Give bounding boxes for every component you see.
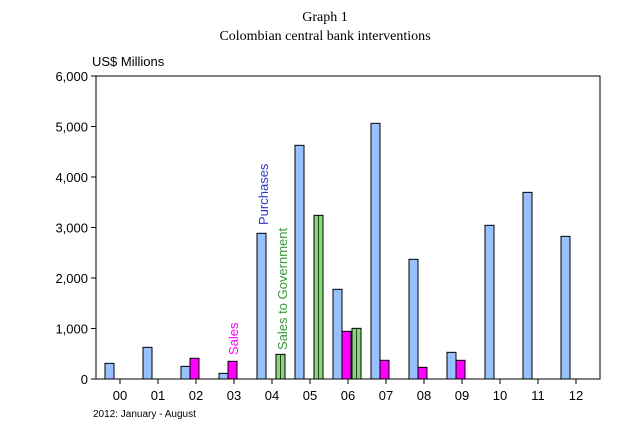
- series-label-sales-to-government: Sales to Government: [275, 227, 290, 350]
- bar-purchases-07: [370, 122, 381, 380]
- x-tick-label: 06: [341, 388, 355, 403]
- bar-sales-03: [227, 360, 238, 380]
- bar-purchases-03: [218, 372, 229, 380]
- bar-sales-09: [455, 359, 466, 380]
- series-label-purchases: Purchases: [256, 163, 271, 225]
- bar-purchases-00: [104, 362, 115, 380]
- y-tick-label: 5,000: [55, 120, 88, 135]
- bar-purchases-06: [332, 288, 343, 380]
- bar-purchases-04: [256, 232, 267, 380]
- bar-purchases-12: [560, 235, 571, 380]
- x-tick-label: 11: [531, 388, 545, 403]
- x-tick-label: 09: [455, 388, 469, 403]
- x-tick-label: 04: [265, 388, 279, 403]
- bar-purchases-10: [484, 224, 495, 380]
- x-tick-label: 00: [113, 388, 127, 403]
- x-tick-label: 05: [303, 388, 317, 403]
- bar-sales-08: [417, 366, 428, 380]
- footnote: 2012: January - August: [93, 409, 196, 420]
- bar-purchases-01: [142, 346, 153, 380]
- y-axis-label: US$ Millions: [92, 54, 165, 69]
- y-tick-label: 3,000: [55, 221, 88, 236]
- series-label-sales: Sales: [226, 322, 241, 355]
- x-tick-label: 02: [189, 388, 203, 403]
- bar-purchases-02: [180, 365, 191, 380]
- x-tick-label: 07: [379, 388, 393, 403]
- bar-sales-06: [341, 330, 352, 380]
- bar-purchases-08: [408, 258, 419, 380]
- y-tick-label: 1,000: [55, 322, 88, 337]
- y-tick-label: 0: [81, 372, 88, 387]
- y-tick-label: 2,000: [55, 271, 88, 286]
- x-tick-label: 08: [417, 388, 431, 403]
- chart-title: Graph 1: [302, 10, 348, 25]
- bar-sales-02: [189, 357, 200, 380]
- bar-purchases-09: [446, 351, 457, 380]
- chart-subtitle: Colombian central bank interventions: [219, 29, 430, 44]
- x-tick-label: 01: [151, 388, 165, 403]
- bar-purchases-11: [522, 191, 533, 380]
- x-tick-label: 03: [227, 388, 241, 403]
- x-tick-label: 10: [493, 388, 507, 403]
- bar-sales-07: [379, 359, 390, 380]
- y-tick-label: 6,000: [55, 69, 88, 84]
- y-tick-label: 4,000: [55, 170, 88, 185]
- x-tick-label: 12: [569, 388, 583, 403]
- bar-purchases-05: [294, 144, 305, 380]
